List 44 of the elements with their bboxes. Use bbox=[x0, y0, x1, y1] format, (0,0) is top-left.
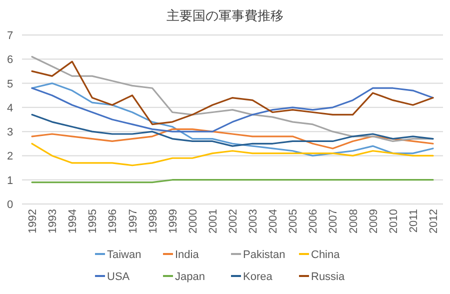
legend-label: USA bbox=[107, 271, 130, 283]
y-tick-label: 3 bbox=[6, 126, 14, 139]
y-tick-label: 0 bbox=[6, 199, 14, 211]
legend-label: India bbox=[175, 249, 200, 261]
y-tick-label: 6 bbox=[6, 54, 14, 66]
chart-title: 主要国の軍事費推移 bbox=[166, 8, 284, 23]
line-series bbox=[31, 60, 434, 126]
x-tick-label: 2011 bbox=[408, 209, 420, 233]
legend-label: China bbox=[311, 249, 341, 261]
line-series bbox=[31, 128, 434, 150]
x-tick-label: 1999 bbox=[167, 209, 180, 234]
x-tick-label: 1996 bbox=[107, 209, 120, 234]
x-tick-label: 1998 bbox=[147, 209, 160, 234]
x-tick-label: 2012 bbox=[428, 209, 440, 234]
x-tick-label: 2001 bbox=[207, 209, 220, 234]
line-series bbox=[31, 87, 434, 132]
line-series bbox=[31, 114, 434, 147]
x-tick-label: 1994 bbox=[67, 209, 80, 234]
y-tick-label: 1 bbox=[6, 174, 14, 187]
x-tick-label: 2005 bbox=[288, 209, 300, 234]
legend-label: Japan bbox=[175, 271, 205, 283]
legend-label: Russia bbox=[311, 271, 346, 283]
x-tick-label: 2002 bbox=[228, 209, 240, 234]
legend-label: Taiwan bbox=[107, 249, 142, 261]
x-tick-label: 1992 bbox=[27, 209, 40, 234]
legend-label: Korea bbox=[243, 271, 274, 283]
line-series bbox=[31, 82, 434, 157]
x-tick-label: 2000 bbox=[187, 209, 200, 234]
x-tick-label: 2007 bbox=[328, 209, 340, 234]
y-tick-label: 5 bbox=[6, 78, 14, 90]
x-tick-label: 2008 bbox=[348, 209, 360, 234]
y-tick-label: 2 bbox=[6, 150, 14, 163]
x-tick-label: 1993 bbox=[47, 209, 60, 234]
x-tick-label: 2010 bbox=[388, 209, 400, 234]
y-tick-label: 7 bbox=[6, 30, 14, 42]
legend-label: Pakistan bbox=[243, 249, 286, 261]
x-tick-label: 1995 bbox=[87, 209, 100, 234]
line-series bbox=[31, 142, 434, 166]
x-tick-label: 2004 bbox=[268, 209, 280, 234]
x-tick-label: 1997 bbox=[127, 209, 140, 234]
y-tick-label: 4 bbox=[6, 102, 14, 114]
x-tick-label: 2006 bbox=[308, 209, 320, 234]
x-tick-label: 2009 bbox=[368, 209, 380, 234]
x-tick-label: 2003 bbox=[248, 209, 260, 234]
